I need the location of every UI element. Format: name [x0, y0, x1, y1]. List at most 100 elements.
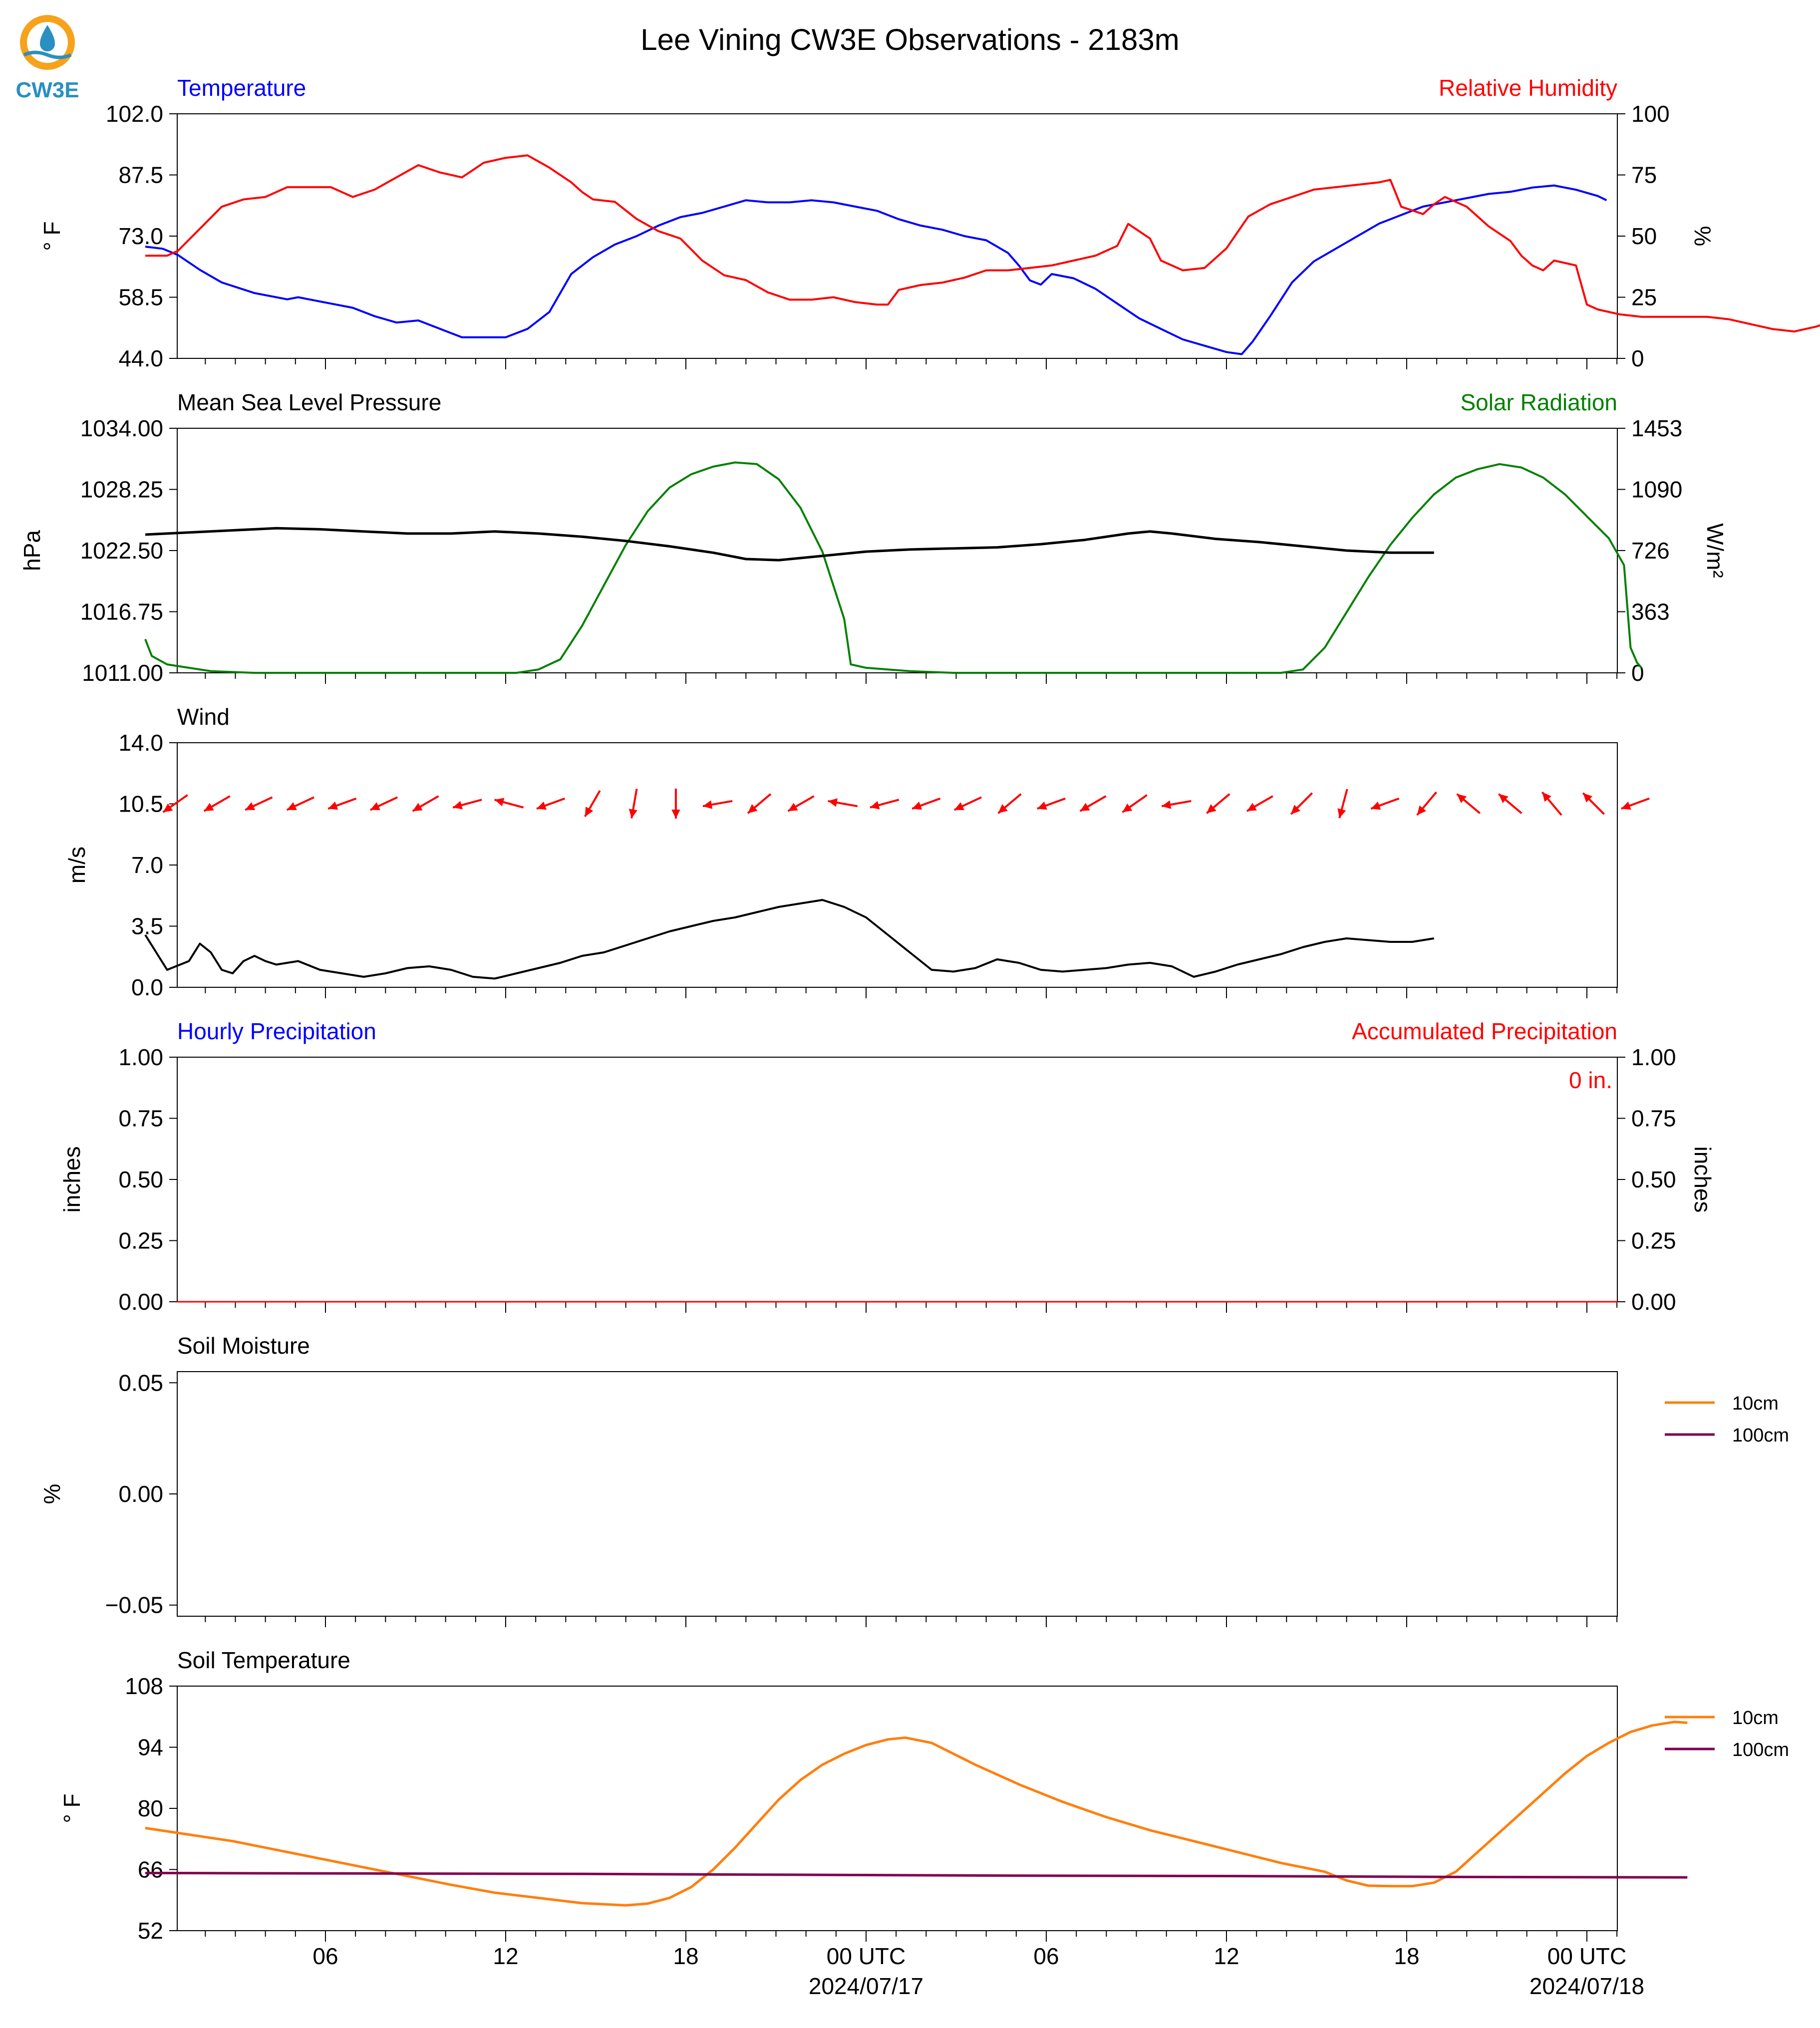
wind-ylabel: m/s [64, 847, 90, 883]
x-date-label: 2024/07/18 [1529, 1973, 1644, 1999]
arrow-head [245, 802, 256, 810]
pressure-axis-label: 1016.75 [80, 599, 163, 625]
wind-direction-arrow [536, 797, 566, 810]
temperature-humidity-panel: 102.0 87.5 73.0 58.5 44.0 100 75 50 25 0 Temperatu… [39, 75, 1820, 371]
arrow-head [585, 807, 594, 817]
wind-axis-label: 7.0 [131, 852, 163, 878]
arrow-head [453, 801, 463, 810]
arrow-head [1162, 800, 1172, 809]
pressure-axis-label: 1034.00 [80, 415, 163, 441]
wind-direction-arrow [953, 796, 982, 811]
humidity-axis-label: 0 [1631, 345, 1644, 371]
x-tick-label: 18 [1394, 1943, 1419, 1969]
wind-direction-arrow [162, 794, 188, 813]
humidity-line [145, 154, 1820, 333]
wind-direction-arrow [1498, 793, 1522, 814]
wind-direction-arrow [369, 796, 398, 811]
arrow-head [1371, 801, 1381, 810]
wind-direction-arrow [494, 798, 524, 809]
arrow-head [748, 804, 758, 814]
humidity-ylabel: % [1690, 226, 1716, 247]
soil-temp-axis-label: 108 [125, 1673, 163, 1699]
arrow-head [1417, 805, 1427, 815]
wind-direction-arrow [1541, 791, 1562, 816]
plot-frame [177, 1057, 1618, 1302]
arrow-head [204, 803, 214, 811]
arrow-head [494, 798, 505, 807]
soil-temp-ylabel: ° F [59, 1793, 85, 1823]
arrow-head [1207, 804, 1216, 814]
soil-moisture-panel: 0.05 0.00 −0.05 Soil Moisture% 10cm 100cm [39, 1333, 1789, 1627]
wind-direction-arrow [997, 793, 1022, 814]
logo-text: CW3E [15, 78, 79, 102]
accum-precip-title: Accumulated Precipitation [1352, 1018, 1617, 1044]
accum-precip-axis-label: 0.75 [1631, 1106, 1676, 1132]
accum-precip-axis-label: 0.50 [1631, 1166, 1676, 1192]
pressure-axis-label: 1028.25 [80, 477, 163, 503]
wind-panel: 14.0 10.5 7.0 3.5 0.0 Wind m/s [64, 704, 1650, 1000]
arrow-head [412, 803, 423, 811]
logo-drop-icon [40, 25, 55, 51]
accum-precip-axis-label: 0.00 [1631, 1289, 1676, 1315]
pressure-line [145, 527, 1434, 562]
soil-moisture-legend: 10cm 100cm [1665, 1393, 1789, 1446]
pressure-axis-label: 1011.00 [82, 660, 163, 686]
arrow-head [828, 798, 838, 807]
arrow-head [1291, 805, 1301, 815]
arrow-head [1122, 803, 1133, 813]
temperature-axis-label: 58.5 [118, 285, 163, 310]
wind-direction-arrow [1037, 797, 1066, 810]
arrow-head [1457, 794, 1467, 803]
hourly-precip-axis-label: 0.00 [118, 1289, 163, 1315]
wind-direction-arrow [1122, 794, 1148, 813]
wind-direction-arrow [1246, 795, 1273, 812]
arrow-head [912, 801, 922, 810]
temperature-line [145, 184, 1607, 355]
humidity-title: Relative Humidity [1439, 75, 1617, 101]
soil-moisture-title: Soil Moisture [177, 1333, 310, 1359]
figure-title: Lee Vining CW3E Observations - 2183m [640, 23, 1179, 56]
logo-ring [20, 15, 75, 70]
hourly-precip-axis-label: 1.00 [118, 1044, 163, 1070]
temperature-axis-label: 87.5 [118, 162, 163, 188]
solar-line [144, 461, 1642, 674]
solar-axis-label: 1090 [1631, 477, 1682, 503]
wind-direction-arrow [1079, 795, 1107, 812]
hourly-precip-ylabel: inches [59, 1147, 85, 1213]
temperature-ylabel: ° F [39, 221, 65, 251]
wind-speed-line [144, 899, 1435, 980]
arrow-head [1583, 793, 1593, 803]
soil-temp-legend: 10cm 100cm [1665, 1708, 1789, 1760]
humidity-axis-label: 100 [1631, 101, 1670, 127]
temperature-title: Temperature [177, 75, 306, 101]
wind-direction-arrow [327, 797, 357, 810]
wind-direction-arrow [671, 789, 680, 819]
wind-title: Wind [177, 704, 230, 730]
hourly-precip-axis-label: 0.25 [118, 1228, 163, 1254]
accum-precip-axis-label: 1.00 [1631, 1044, 1676, 1070]
arrow-head [954, 802, 964, 810]
panels: 102.0 87.5 73.0 58.5 44.0 100 75 50 25 0 Temperatu… [19, 75, 1820, 1944]
plot-frame [177, 742, 1618, 988]
wind-direction-arrow [1206, 793, 1230, 814]
arrow-head [870, 801, 880, 810]
wind-direction-arrow [452, 799, 482, 810]
arrow-head [537, 801, 547, 810]
temperature-axis-label: 73.0 [118, 223, 163, 249]
soil-temp-axis-label: 80 [138, 1795, 163, 1821]
x-tick-label: 06 [1033, 1943, 1059, 1969]
legend-label: 100cm [1732, 1739, 1789, 1760]
wind-direction-arrow [828, 798, 858, 808]
hourly-precip-axis-label: 0.75 [118, 1106, 163, 1132]
x-tick-label: 06 [312, 1943, 338, 1969]
pressure-ylabel: hPa [19, 530, 45, 571]
arrow-head [788, 803, 798, 811]
legend-label: 10cm [1732, 1393, 1779, 1414]
solar-axis-label: 726 [1631, 538, 1670, 564]
x-tick-label: 00 UTC [1547, 1943, 1626, 1969]
wind-direction-arrow [1290, 792, 1313, 815]
wind-axis-label: 3.5 [131, 913, 163, 939]
humidity-axis-label: 50 [1631, 223, 1657, 249]
wind-axis-label: 10.5 [118, 791, 163, 817]
plot-frame [177, 1371, 1618, 1617]
